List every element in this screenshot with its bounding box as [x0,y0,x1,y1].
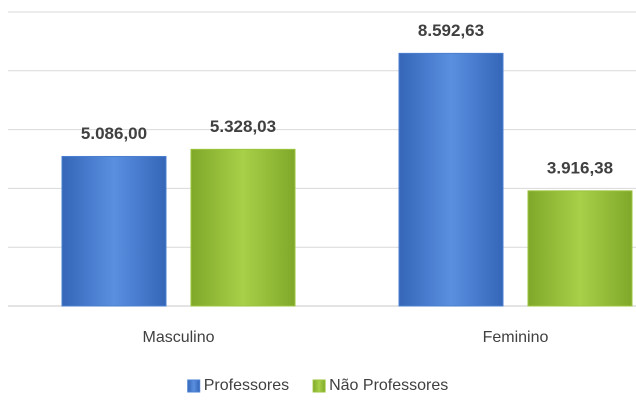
value-label: 3.916,38 [547,158,613,177]
bar [398,52,504,307]
legend-swatch [312,379,326,393]
bar [61,155,167,307]
x-tick-label: Feminino [483,329,549,346]
value-label: 5.328,03 [210,117,276,136]
value-label: 5.086,00 [81,124,147,143]
legend-label: Não Professores [329,377,448,394]
value-label: 8.592,63 [418,21,484,40]
bar [190,148,296,307]
x-tick-label: Masculino [142,329,214,346]
bar [527,190,633,307]
legend-label: Professores [204,377,289,394]
legend-swatch [187,379,201,393]
